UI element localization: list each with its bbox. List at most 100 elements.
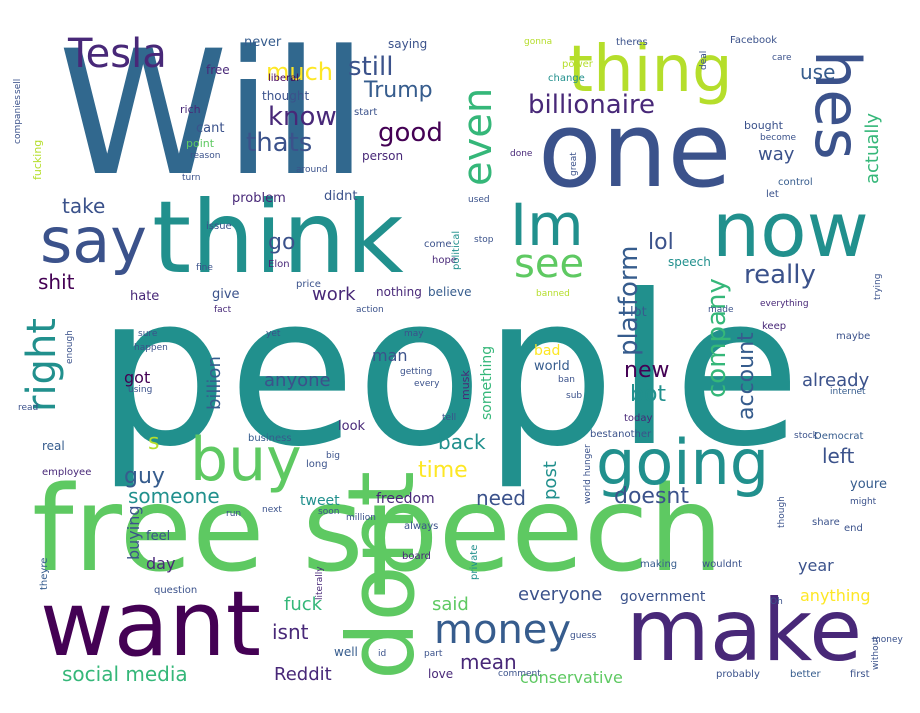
word-sub: sub [566,391,583,401]
word-yet: yet [266,329,281,339]
word-may: may [404,329,424,339]
word-literally: literally [315,566,325,600]
word-going: going [596,426,770,499]
word-speech: speech [668,255,711,269]
word-buying: buying [124,505,143,560]
word-back: back [438,430,486,454]
word-enough: enough [65,330,75,364]
word-democrat: Democrat [814,431,864,442]
word-platform: platform [614,245,644,356]
word-hate: hate [130,289,160,304]
word-one: one [538,89,732,211]
word-another: another [612,429,652,440]
word-actually: actually [862,112,883,184]
word-cant: cant [196,121,225,136]
word-theres: theres [616,37,648,48]
word-conservative: conservative [520,668,623,687]
word-trump: Trump [364,78,433,103]
word-sure: sure [138,329,158,339]
word-million: million [346,513,376,523]
word-think: think [152,179,404,296]
word-new: new [624,358,670,383]
word-problem: problem [232,191,286,206]
word-ban: ban [558,375,575,385]
word-let: let [766,189,779,200]
word-want: want [40,572,262,677]
word-used: used [468,195,490,205]
word-end: end [844,523,863,534]
word-world-hunger: world hunger [583,444,593,504]
word-bad: bad [534,343,561,359]
word-everything: everything [760,299,809,309]
word-private: private [469,544,480,580]
word-right: right [19,318,65,412]
word-stop: stop [474,235,494,245]
word-billionaire: billionaire [528,90,656,120]
word-anyone: anyone [264,370,331,391]
word-run: run [226,509,242,519]
word-already: already [802,370,870,391]
word-price: price [296,279,321,290]
word-fuck: fuck [284,594,323,615]
word-change: change [548,73,585,84]
word-guess: guess [570,631,597,641]
word-power: power [562,59,593,70]
word-take: take [62,194,106,218]
word-start: start [354,107,378,118]
word-issue: issue [206,221,232,232]
word-make: make [626,581,863,681]
word-trying: trying [873,273,883,300]
word-care: care [772,53,792,63]
word-bot: bot [630,382,667,407]
word-elon: Elon [268,259,290,270]
word-use: use [800,60,836,84]
word-nothing: nothing [376,285,422,299]
word-though: though [777,496,787,528]
word-free-speech: free speech [32,460,724,598]
word-around: around [296,165,328,175]
word-lol: lol [648,230,674,255]
word-reddit: Reddit [274,664,332,685]
word-feel: feel [146,529,171,544]
word-account: account [734,332,759,420]
word-now: now [712,185,869,274]
word-liberal: liberal [268,73,300,84]
word-political: political [451,230,462,270]
word-control: control [778,177,813,188]
word-government: government [620,589,706,605]
word-internet: internet [830,387,866,397]
word-theyre: theyre [39,557,50,590]
word-still: still [348,52,394,82]
word-banned: banned [536,289,570,299]
word-every: every [414,379,440,389]
word-happen: happen [134,343,168,353]
word-doesnt: doesnt [614,484,689,509]
word-reason: reason [190,151,221,161]
word-need: need [476,486,526,510]
word-getting: getting [400,367,433,377]
word-something: something [479,345,495,420]
word-buy: buy [190,425,302,495]
word-anything: anything [800,586,871,605]
word-always: always [404,521,439,532]
word-come: come [424,239,452,250]
word-tell: tell [442,413,457,423]
word-business: business [248,433,292,444]
word-maybe: maybe [836,331,871,342]
word-turn: turn [182,173,201,183]
word-gonna: gonna [524,37,553,47]
word-action: action [356,305,384,315]
word-fact: fact [214,305,232,315]
word-great: great [569,152,579,176]
word-said: said [432,594,469,615]
word-today: today [624,413,653,424]
word-billion: billion [204,356,225,410]
word-made: made [708,305,734,315]
word-really: really [744,260,816,290]
word-good: good [378,118,443,148]
word-even: even [455,87,501,186]
word-left: left [822,444,855,468]
word-look: look [338,419,366,434]
word-share: share [812,517,840,528]
word-companies: companies [13,95,23,144]
